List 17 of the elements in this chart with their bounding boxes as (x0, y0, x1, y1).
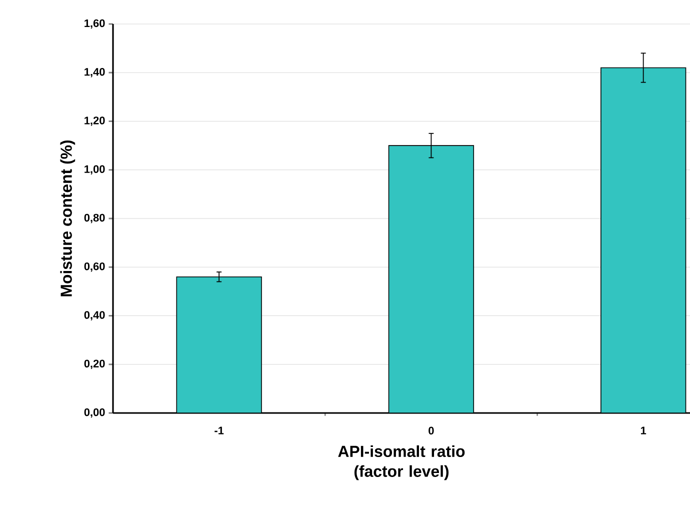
y-tick-label: 1,00 (84, 165, 105, 175)
bar (176, 276, 262, 413)
bar (600, 67, 686, 413)
x-tick-label: 1 (640, 426, 646, 434)
y-tick-label: 0,40 (84, 311, 105, 320)
y-tick-label: 0,80 (84, 214, 105, 224)
y-axis-title: Moisture content (%) (60, 140, 76, 296)
x-tick-label: 0 (428, 426, 434, 435)
y-tick-label: 0,20 (84, 360, 105, 370)
x-axis-title: API-isomalt ratio (factor level) (338, 445, 465, 480)
y-tick-label: 1,60 (84, 19, 105, 29)
y-tick-label: 0,00 (84, 408, 105, 418)
y-tick-label: 1,20 (84, 116, 105, 126)
x-tick-label: -1 (214, 426, 224, 434)
y-tick-label: 1,40 (84, 68, 105, 78)
y-tick-label: 0,60 (84, 262, 105, 272)
bar (388, 145, 474, 413)
